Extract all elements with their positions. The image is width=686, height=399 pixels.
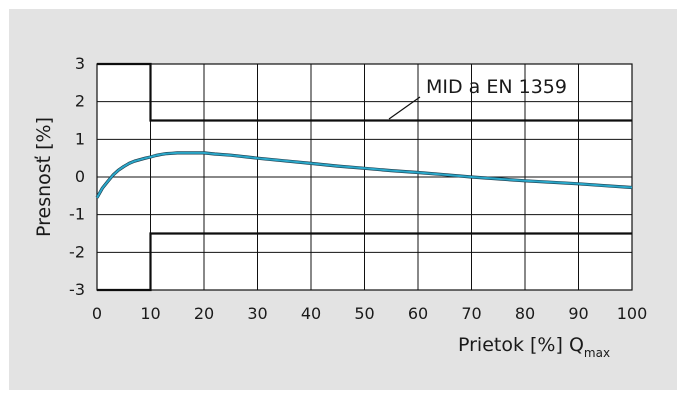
- x-tick-label: 80: [515, 304, 535, 323]
- annotation-leader: [388, 96, 421, 120]
- x-tick-label: 0: [92, 304, 102, 323]
- series-line: [96, 151, 633, 199]
- x-tick-label: 90: [568, 304, 588, 323]
- y-tick-labels: 3 2 1 0 -1 -2 -3: [69, 54, 85, 299]
- x-tick-label: 30: [247, 304, 267, 323]
- limit-lines: [97, 62, 632, 292]
- y-tick-label: 3: [75, 54, 85, 73]
- y-tick-label: 2: [75, 92, 85, 111]
- x-tick-label: 10: [140, 304, 160, 323]
- lower-limit: [97, 232, 632, 292]
- x-axis-label-sub: max: [584, 346, 610, 360]
- y-tick-label: 0: [75, 167, 85, 186]
- x-tick-label: 100: [617, 304, 648, 323]
- y-tick-label: -2: [69, 242, 85, 261]
- x-tick-label: 50: [354, 304, 374, 323]
- y-tick-label: -1: [69, 205, 85, 224]
- x-tick-label: 20: [194, 304, 214, 323]
- annotation-label: MID a EN 1359: [426, 76, 567, 98]
- x-axis-label-main: Prietok [%] Q: [458, 334, 584, 356]
- y-tick-label: 1: [75, 129, 85, 148]
- x-tick-label: 70: [461, 304, 481, 323]
- x-axis-label: Prietok [%] Qmax: [458, 334, 610, 360]
- grid: [96, 63, 633, 291]
- x-tick-labels: 0 10 20 30 40 50 60 70 80 90 100: [92, 304, 647, 323]
- upper-limit: [97, 62, 632, 122]
- x-tick-label: 60: [408, 304, 428, 323]
- series: [95, 151, 633, 199]
- x-tick-label: 40: [301, 304, 321, 323]
- y-tick-label: -3: [69, 280, 85, 299]
- y-axis-label: Presnosť [%]: [33, 117, 55, 237]
